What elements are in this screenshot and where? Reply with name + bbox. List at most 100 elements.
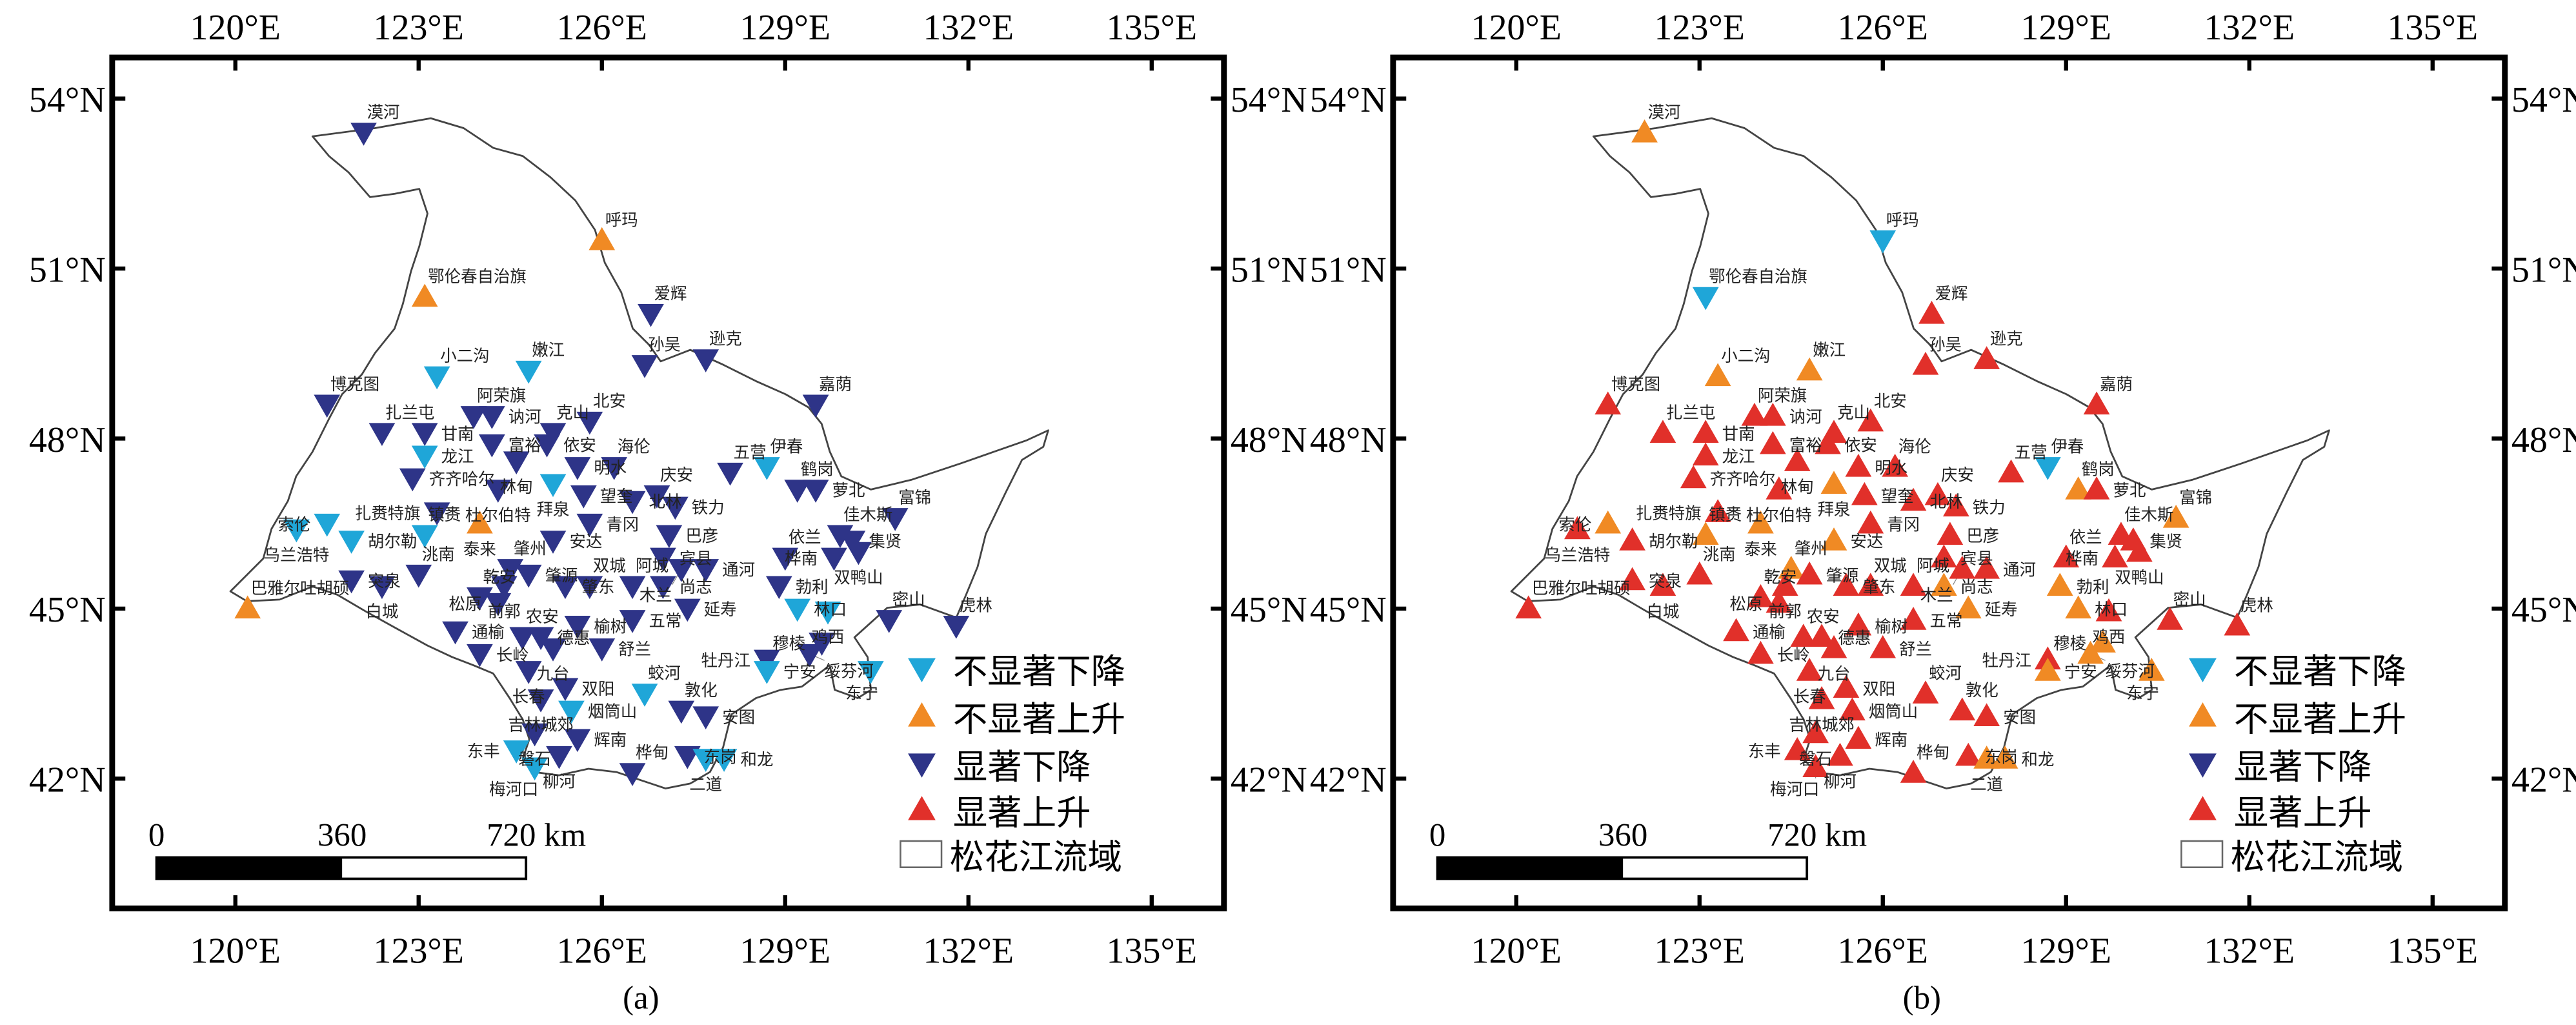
station-marker-sig-up [2126,538,2153,562]
station-marker-sig-down [350,123,377,146]
station-marker-nonsig-down [558,700,585,724]
station-label: 东丰 [1748,742,1781,761]
station-label: 富裕 [508,435,541,454]
lat-label-left: 54°N [29,80,106,120]
station-label: 和龙 [2022,750,2055,769]
station-marker-sig-down [643,485,670,509]
station-label: 克山 [556,403,589,422]
station-marker-sig-down [631,355,658,378]
station-label: 德惠 [1838,628,1871,647]
station-marker-sig-down [943,615,970,639]
station-label: 双阳 [581,679,614,698]
station-marker-nonsig-up [1796,357,1823,381]
station-marker-sig-up [1808,685,1835,709]
station-marker-sig-down [564,457,591,480]
station-marker-nonsig-down [283,519,310,543]
station-marker-sig-up [1973,703,2000,726]
station-label: 密山 [892,590,925,609]
station-marker-sig-up [2095,598,2122,622]
station-marker-sig-down [423,502,450,525]
lon-label-bottom: 135°E [2388,931,2479,971]
station-marker-sig-down [772,547,799,571]
station-marker-sig-down [570,485,597,509]
station-label: 柳河 [543,772,576,791]
station-label: 绥芬河 [2106,662,2155,681]
lat-label-right: 45°N [2511,590,2576,630]
station-marker-sig-down [802,480,829,503]
station-marker-sig-up [1833,573,1860,596]
station-marker-sig-up [1839,697,1866,721]
station-marker-sig-down [515,564,542,588]
station-label: 小二沟 [440,346,489,365]
station-label: 依兰 [789,527,821,547]
station-marker-nonsig-down [814,601,841,625]
station-marker-sig-down [619,610,646,633]
station-label: 白城 [365,602,398,621]
station-label: 东岗 [704,747,737,766]
station-marker-sig-down [619,576,646,600]
songhua-basin-boundary [1510,117,2330,789]
station-marker-sig-up [2224,612,2251,636]
panel-tag: (a) [623,980,659,1017]
legend-symbol-nonsig-down [2189,658,2217,683]
station-label: 烟筒山 [1869,702,1918,721]
legend-symbol-sig-up [2189,796,2217,820]
station-marker-sig-up [1900,607,1927,630]
station-label: 辉南 [1875,730,1907,749]
lon-label-top: 126°E [1837,8,1928,48]
lat-label-right: 42°N [1231,760,1307,800]
station-marker-nonsig-down [423,366,450,390]
lon-label-top: 132°E [923,8,1014,48]
map-frame [1390,54,2508,911]
station-label: 甘南 [1722,424,1755,443]
station-marker-sig-down [802,394,829,418]
station-marker-nonsig-up [2162,505,2189,528]
station-label: 扎赉特旗 [1636,503,1702,523]
station-marker-sig-down [765,576,792,600]
lon-label-top: 123°E [373,8,464,48]
station-marker-sig-down [656,525,683,549]
station-label: 孙吴 [648,334,681,354]
station-marker-sig-down [589,638,616,662]
station-marker-sig-up [1680,465,1707,489]
station-marker-sig-down [485,593,512,616]
station-label: 通榆 [1753,622,1786,642]
station-label: 胡尔勒 [368,532,417,551]
lon-label-bottom: 129°E [740,931,830,971]
station-marker-nonsig-down [631,684,658,707]
lat-label-right: 51°N [1231,250,1307,290]
station-label: 安达 [569,532,602,551]
station-marker-sig-up [1851,482,1878,505]
station-marker-nonsig-up [411,283,438,307]
station-label: 讷河 [508,407,541,427]
station-label: 桦南 [2066,549,2098,568]
station-label: 林甸 [1781,477,1814,496]
station-marker-sig-up [1973,346,2000,369]
station-label: 前郭 [488,602,521,621]
station-label: 东岗 [1985,747,2018,766]
station-label: 洮南 [1703,544,1736,563]
station-marker-sig-up [1747,584,1774,607]
station-label: 东宁 [2126,684,2159,703]
station-label: 农安 [526,607,559,626]
station-marker-sig-up [2157,607,2184,630]
station-marker-sig-down [692,559,719,582]
station-marker-sig-up [1845,612,1872,636]
lat-label-left: 42°N [29,760,106,800]
station-marker-sig-up [1955,742,1982,766]
station-marker-sig-up [1759,403,1786,426]
station-label: 鄂伦春自治旗 [428,267,527,286]
lat-label-left: 45°N [29,590,106,630]
station-label: 五常 [649,611,682,631]
station-marker-sig-down [546,746,572,769]
station-label: 林口 [2095,600,2128,619]
station-label: 拜泉 [537,500,570,519]
station-label: 富裕 [1789,435,1822,454]
station-label: 通榆 [472,622,505,642]
station-marker-sig-down [460,406,487,429]
lat-label-right: 51°N [2511,250,2576,290]
station-label: 蛟河 [1929,664,1962,683]
station-marker-sig-up [1845,726,1872,749]
station-label: 林口 [814,600,847,619]
